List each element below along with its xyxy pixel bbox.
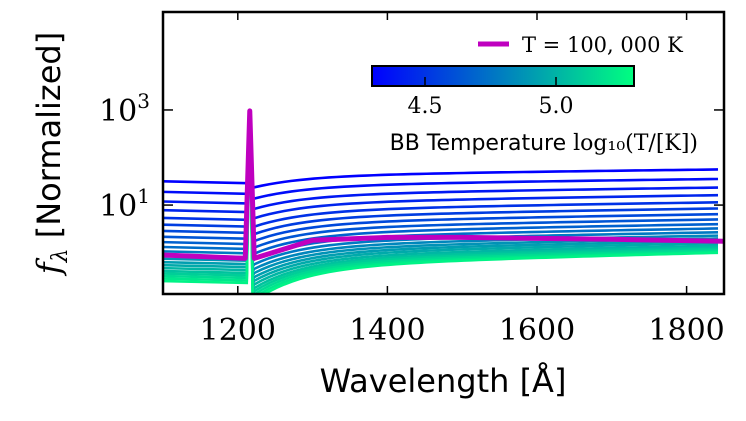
bb-curve xyxy=(163,110,719,214)
highlight-group xyxy=(163,108,724,261)
bb-curve xyxy=(163,110,719,232)
bb-curve xyxy=(163,110,719,247)
colorbar-gradient xyxy=(371,65,635,87)
colorbar: 4.5 5.0 BB Temperature log₁₀(T/[K]) xyxy=(371,65,698,156)
x-tick-label: 1400 xyxy=(349,313,425,348)
bb-curve xyxy=(163,110,719,276)
x-axis-title: Wavelength [Å] xyxy=(320,362,567,400)
bb-curve xyxy=(163,110,719,223)
bb-curve xyxy=(163,110,719,292)
highlight-curve xyxy=(163,108,724,261)
bb-curve xyxy=(163,110,719,240)
y-tick-label: 101 xyxy=(99,184,150,224)
colorbar-tick-label: 4.5 xyxy=(408,94,443,119)
bb-curve xyxy=(163,110,719,260)
bb-curve xyxy=(163,110,719,293)
legend: T = 100, 000 K xyxy=(478,33,683,57)
legend-label: T = 100, 000 K xyxy=(522,33,683,57)
bb-curve xyxy=(163,110,719,294)
y-axis-subscript: λ xyxy=(48,248,73,263)
bb-curve xyxy=(163,110,719,285)
bb-curve xyxy=(163,110,719,294)
y-axis: 101 103 xyxy=(99,89,724,224)
bb-curve xyxy=(163,110,719,289)
x-tick-label: 1800 xyxy=(648,313,724,348)
svg-text:fλ [Normalized]: fλ [Normalized] xyxy=(30,32,73,276)
x-tick-label: 1200 xyxy=(200,313,276,348)
x-axis: 1200 1400 1600 1800 xyxy=(200,12,725,348)
y-axis-title: fλ [Normalized] xyxy=(30,32,73,276)
y-axis-text: [Normalized] xyxy=(30,32,68,238)
bb-curve xyxy=(163,110,719,191)
colorbar-label: BB Temperature log₁₀(T/[K]) xyxy=(390,131,698,156)
bb-curve xyxy=(163,110,719,203)
bb-curve xyxy=(163,110,719,254)
y-tick-label: 103 xyxy=(99,89,150,129)
x-tick-label: 1600 xyxy=(499,313,575,348)
colorbar-tick-label: 5.0 xyxy=(539,94,574,119)
plot-frame xyxy=(161,10,726,296)
bb-curve xyxy=(163,110,719,294)
